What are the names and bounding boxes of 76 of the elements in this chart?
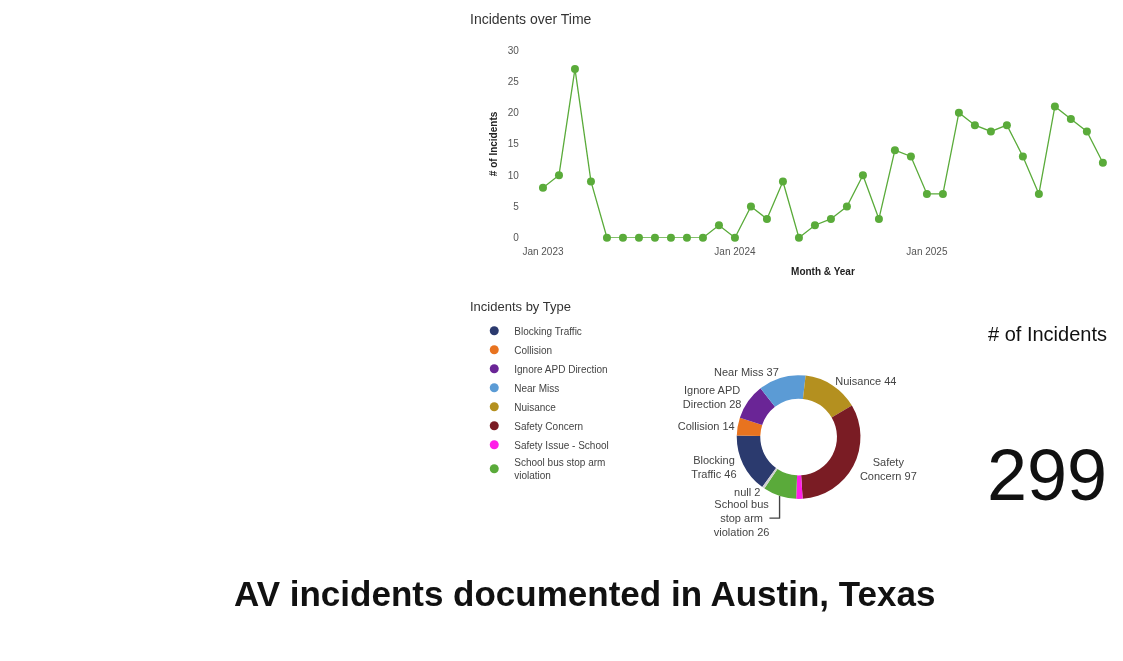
legend-label: School bus stop arm violation	[514, 457, 606, 482]
point	[554, 171, 563, 180]
point	[906, 152, 915, 161]
donut-slice	[739, 388, 775, 426]
data-label: Safety Concern 97	[859, 455, 917, 482]
point	[826, 214, 835, 223]
point	[970, 121, 979, 130]
point	[538, 183, 547, 192]
legend-label: Safety Issue - School	[514, 439, 609, 451]
data-label: null 2	[734, 485, 761, 498]
data-label: Nuisance 44	[835, 374, 897, 387]
point	[618, 233, 627, 242]
y-tick-label: 5	[513, 200, 520, 212]
text: 299	[987, 435, 1108, 515]
data-label: Near Miss 37	[714, 365, 779, 378]
y-tick-label: 0	[513, 232, 520, 244]
legend-label: Nuisance	[514, 401, 557, 413]
y-axis-title: # of Incidents	[487, 111, 499, 177]
donut-slice	[796, 475, 803, 499]
chart-title: Incidents by Type	[470, 299, 571, 314]
point	[938, 189, 947, 198]
y-tick-label: 20	[507, 107, 520, 119]
x-tick-label: Jan 2025	[906, 245, 948, 257]
point	[698, 233, 707, 242]
point	[650, 233, 659, 242]
y-tick-label: 30	[507, 44, 520, 56]
point	[794, 233, 803, 242]
point	[730, 233, 739, 242]
donut-slice	[736, 435, 777, 488]
legend-label: Blocking Traffic	[514, 325, 582, 337]
point	[1018, 152, 1027, 161]
legend-label: Ignore APD Direction	[514, 363, 608, 375]
point	[746, 202, 755, 211]
point	[1050, 102, 1059, 111]
x-tick-label: Jan 2024	[714, 245, 756, 257]
donut-slice	[762, 468, 778, 489]
point	[586, 177, 595, 186]
point	[1066, 114, 1075, 123]
legend-label: Near Miss	[514, 382, 560, 394]
point	[762, 214, 771, 223]
x-axis-title: Month & Year	[791, 266, 855, 278]
data-label: School bus stop arm violation 26	[713, 497, 770, 539]
point	[890, 146, 899, 155]
data-label: Ignore APD Direction 28	[682, 383, 742, 411]
point	[874, 214, 883, 223]
legend-label: Safety Concern	[514, 420, 584, 432]
point	[714, 221, 723, 230]
point	[602, 233, 611, 242]
text: AV incidents documented in Austin, Texas	[234, 574, 936, 613]
point	[778, 177, 787, 186]
point	[954, 108, 963, 117]
point	[1034, 189, 1043, 198]
donut-slice	[736, 417, 763, 437]
point	[682, 233, 691, 242]
donut-slice	[760, 375, 806, 407]
legend-label: Collision	[514, 344, 553, 356]
point	[922, 189, 931, 198]
donut-slice	[801, 405, 861, 499]
point	[842, 202, 851, 211]
y-tick-label: 10	[507, 169, 520, 181]
x-tick-label: Jan 2023	[522, 245, 564, 257]
donut-slice	[764, 468, 798, 499]
point	[570, 64, 579, 73]
point	[634, 233, 643, 242]
data-label: Collision 14	[677, 420, 735, 433]
point	[858, 171, 867, 180]
chart-title: Incidents over Time	[470, 11, 592, 27]
point	[1098, 158, 1107, 167]
text: # of Incidents	[988, 323, 1107, 345]
y-tick-label: 15	[507, 138, 520, 150]
point	[666, 233, 675, 242]
point	[810, 221, 819, 230]
point	[1082, 127, 1091, 136]
y-tick-label: 25	[507, 75, 520, 87]
point	[1002, 121, 1011, 130]
point	[986, 127, 995, 136]
